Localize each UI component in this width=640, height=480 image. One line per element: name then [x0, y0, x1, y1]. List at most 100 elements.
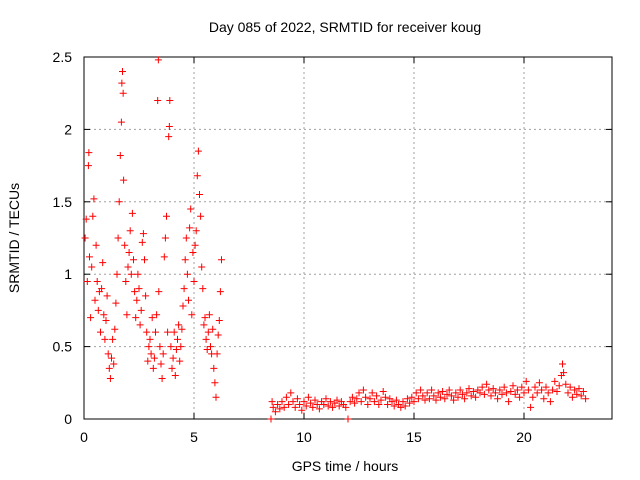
data-point: [155, 288, 163, 296]
data-point: [540, 395, 548, 403]
data-point: [125, 248, 133, 256]
data-point: [500, 383, 508, 391]
data-point: [392, 396, 400, 404]
data-point: [362, 393, 370, 401]
data-point: [562, 380, 570, 388]
data-point: [101, 335, 109, 343]
data-point: [478, 383, 486, 391]
data-point: [546, 398, 554, 406]
data-point: [399, 398, 407, 406]
data-point: [154, 56, 162, 64]
data-point: [135, 285, 143, 293]
data-point: [353, 395, 361, 403]
data-point: [216, 288, 224, 296]
data-point: [85, 149, 93, 157]
data-point: [179, 302, 187, 310]
data-point: [439, 387, 447, 395]
data-point: [520, 389, 528, 397]
data-point: [214, 331, 222, 339]
data-point: [480, 390, 488, 398]
data-point: [197, 212, 205, 220]
data-point: [483, 380, 491, 388]
chart-title: Day 085 of 2022, SRMTID for receiver kou…: [209, 19, 481, 35]
data-point: [87, 314, 95, 322]
data-point: [553, 387, 561, 395]
x-tick-label: 10: [296, 429, 312, 445]
data-point: [333, 396, 341, 404]
data-point: [381, 393, 389, 401]
data-point: [542, 383, 550, 391]
data-point: [450, 396, 458, 404]
data-point: [406, 399, 414, 407]
data-point: [128, 209, 136, 217]
data-point: [111, 325, 119, 333]
data-point: [454, 393, 462, 401]
data-point: [522, 377, 530, 385]
data-point: [132, 314, 140, 322]
data-point: [98, 285, 106, 293]
data-point: [351, 399, 359, 407]
data-point: [293, 395, 301, 403]
data-point: [167, 343, 175, 351]
data-point: [119, 89, 127, 97]
data-point: [282, 393, 290, 401]
data-point: [152, 328, 159, 336]
data-point: [165, 123, 173, 131]
data-point: [573, 390, 581, 398]
data-points: [81, 56, 590, 423]
data-point: [555, 382, 563, 390]
data-point: [154, 96, 162, 104]
data-point: [271, 408, 279, 416]
data-point: [187, 205, 195, 213]
data-point: [165, 133, 173, 141]
data-point: [130, 256, 137, 264]
data-point: [127, 270, 135, 278]
data-point: [516, 393, 524, 401]
data-point: [300, 398, 308, 406]
data-point: [280, 403, 288, 411]
data-point: [401, 402, 409, 410]
y-tick-label: 1: [64, 266, 72, 282]
data-point: [199, 285, 207, 293]
data-point: [443, 390, 451, 398]
data-point: [117, 118, 125, 126]
data-point: [159, 350, 167, 358]
data-point: [115, 198, 123, 206]
data-point: [169, 354, 177, 362]
data-point: [121, 241, 129, 249]
data-point: [575, 385, 583, 393]
data-point: [414, 395, 422, 403]
data-point: [313, 401, 321, 409]
data-point: [213, 350, 221, 358]
data-point: [359, 386, 367, 394]
data-point: [218, 256, 225, 264]
data-point: [368, 389, 376, 397]
data-point: [329, 403, 337, 411]
data-point: [209, 325, 217, 333]
data-point: [176, 357, 184, 365]
data-point: [90, 195, 98, 203]
data-point: [311, 396, 319, 404]
data-point: [324, 402, 332, 410]
data-point: [452, 389, 460, 397]
data-point: [298, 406, 306, 414]
data-point: [215, 317, 223, 325]
data-point: [485, 386, 493, 394]
data-point: [189, 248, 197, 256]
data-point: [123, 311, 131, 319]
data-point: [204, 328, 212, 336]
data-point: [518, 383, 526, 391]
data-point: [142, 292, 150, 300]
data-point: [377, 396, 385, 404]
data-point: [136, 321, 144, 329]
y-tick-label: 0.5: [53, 339, 73, 355]
data-point: [180, 285, 188, 293]
data-point: [494, 395, 502, 403]
data-point: [88, 263, 96, 271]
data-point: [170, 328, 178, 336]
data-point: [122, 277, 130, 285]
data-point: [210, 364, 218, 372]
x-axis-label: GPS time / hours: [292, 458, 399, 474]
